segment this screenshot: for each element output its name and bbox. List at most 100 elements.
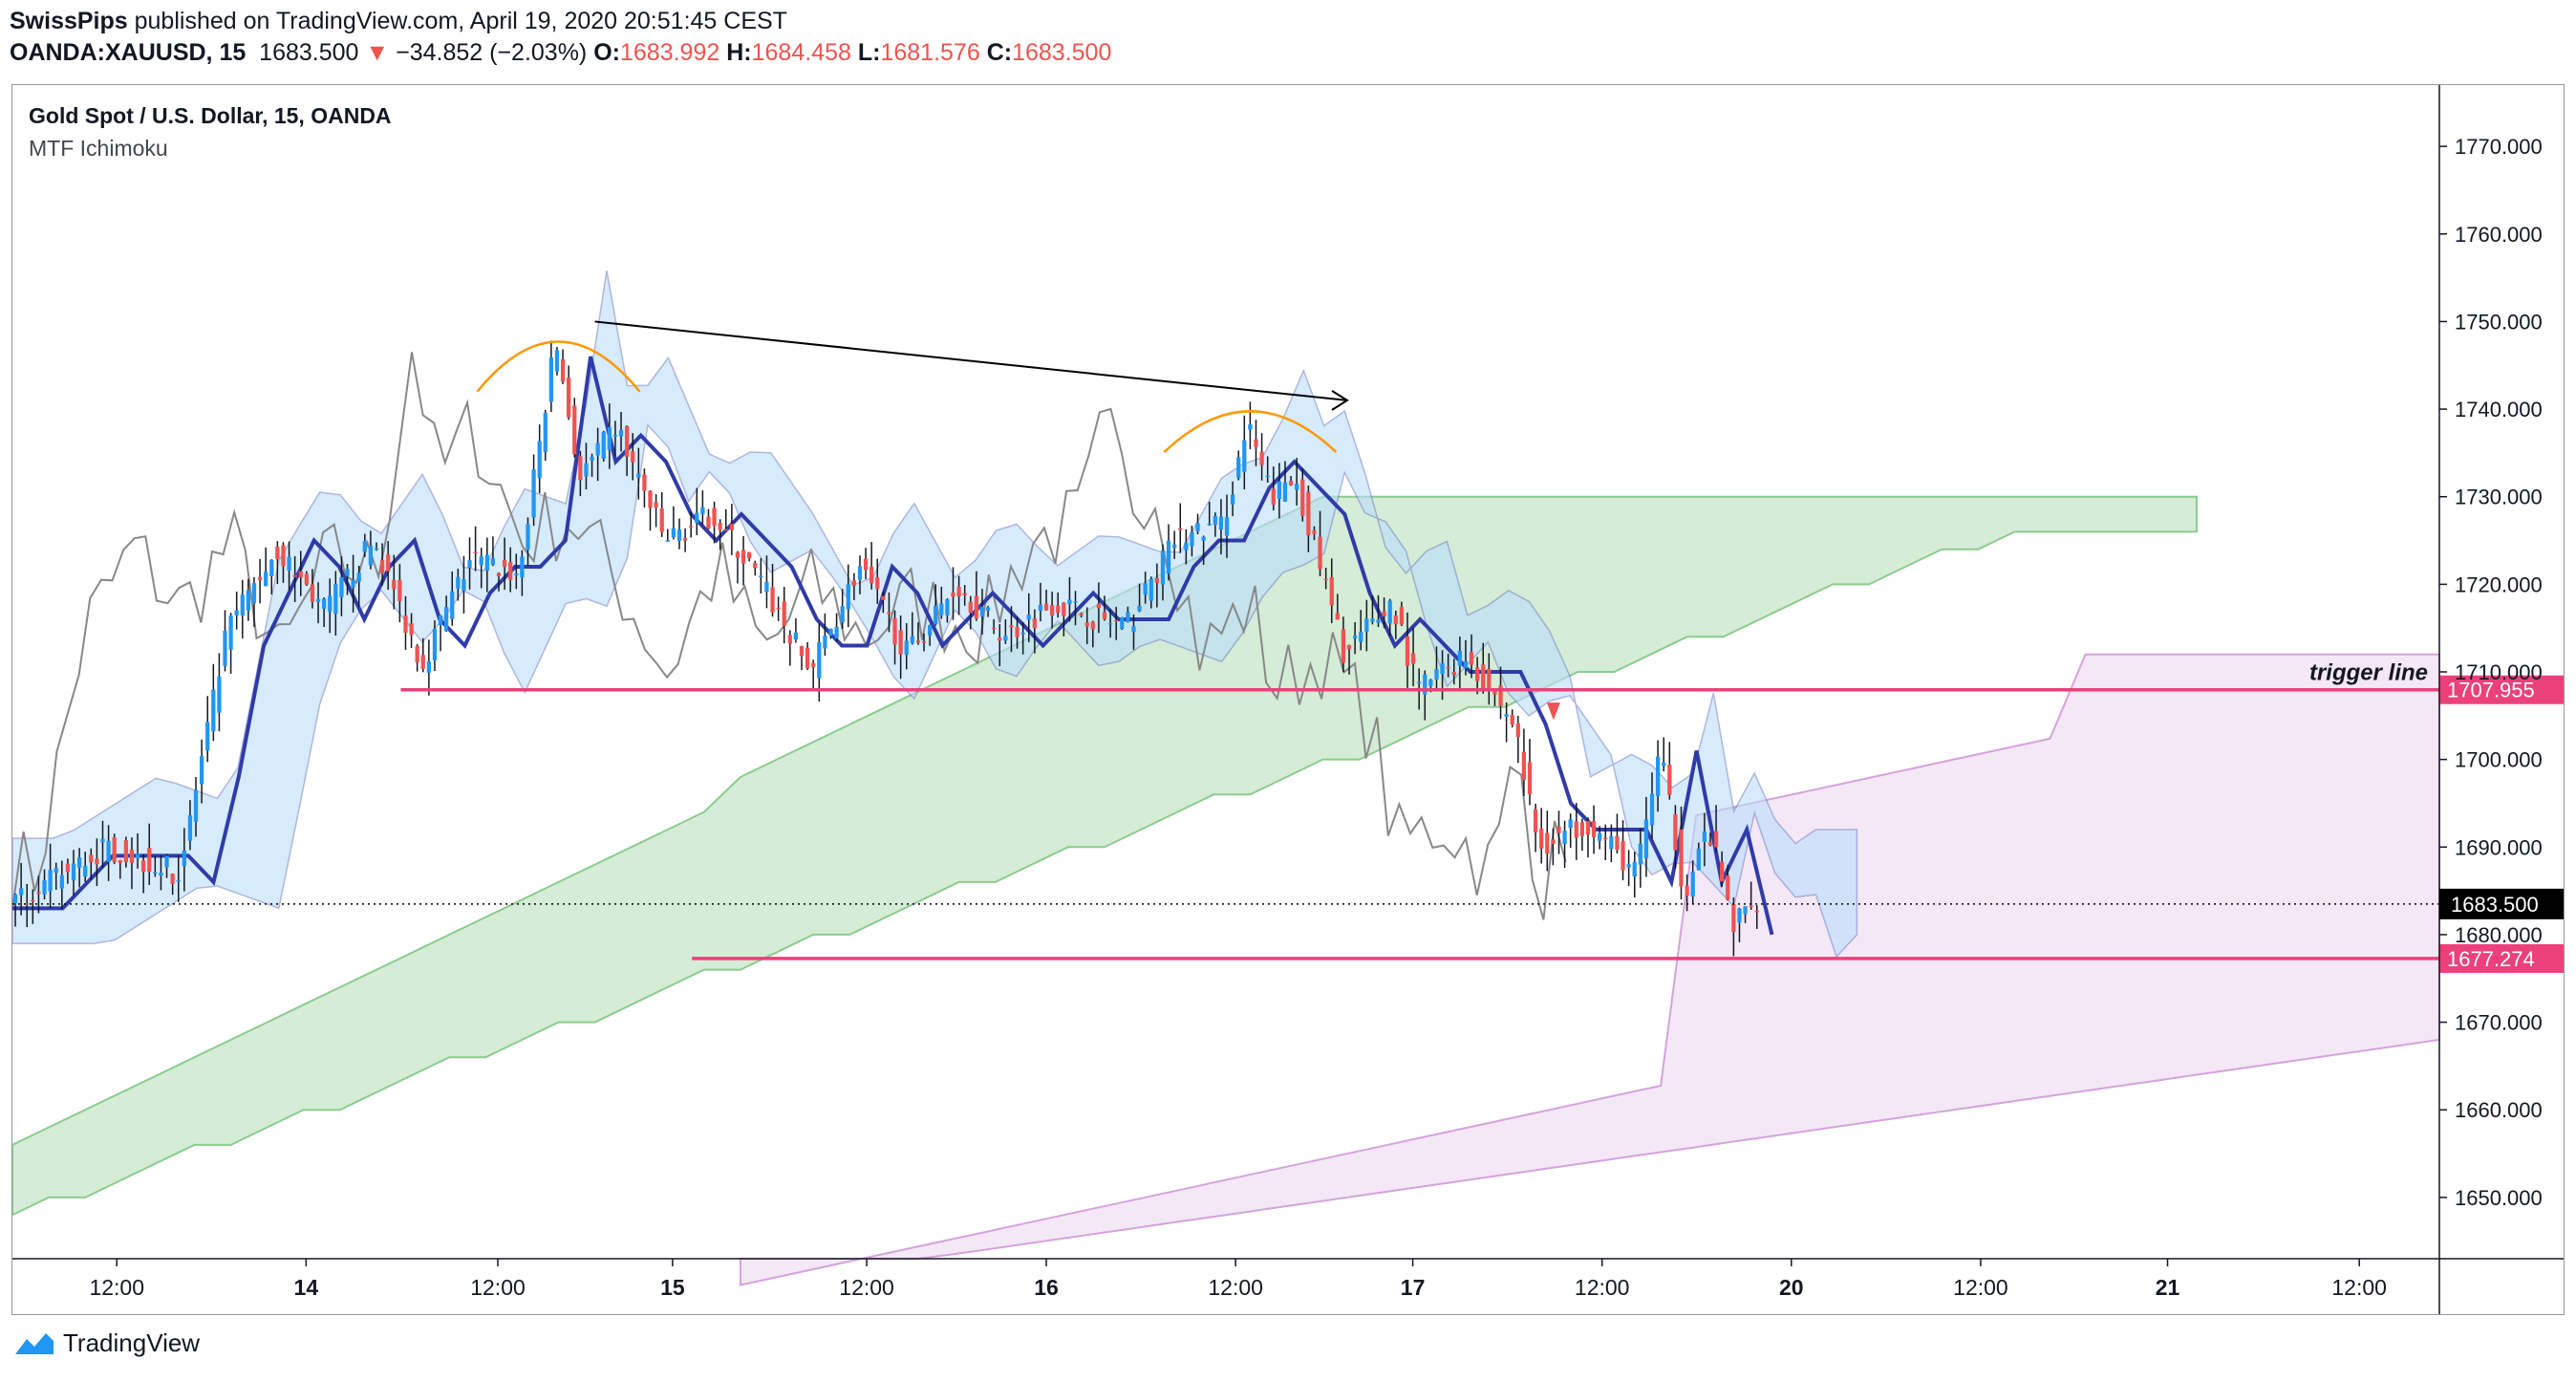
candle-body (1685, 885, 1689, 896)
y-tick-label: 1710.000 (2455, 660, 2543, 684)
candle-body (560, 358, 566, 382)
candle-body (456, 576, 461, 589)
chart-canvas[interactable]: trigger line 1707.955 1677.274 1650.000 166… (12, 85, 2564, 1314)
candle-body (682, 538, 688, 541)
x-tick-label: 21 (2156, 1275, 2180, 1300)
chart-frame[interactable]: trigger line 1707.955 1677.274 1650.000 166… (11, 84, 2565, 1315)
x-tick-label: 15 (660, 1275, 685, 1300)
candle-body (857, 566, 863, 580)
footer[interactable]: TradingView (11, 1328, 200, 1358)
candle-body (1655, 756, 1661, 796)
candle-body (846, 584, 850, 610)
candle-body (1515, 723, 1520, 738)
candle-body (1446, 666, 1450, 669)
candle-body (462, 579, 466, 591)
candle-body (1713, 831, 1719, 848)
candle-body (298, 571, 303, 578)
candle-body (1248, 423, 1253, 430)
candle-body (1120, 616, 1125, 629)
candle-body (1487, 668, 1492, 691)
candle-body (223, 631, 227, 666)
candle-body (1603, 837, 1608, 840)
candle-body (450, 591, 455, 619)
candle-body (251, 583, 257, 604)
candle-body (735, 551, 741, 558)
candle-body (631, 451, 635, 463)
candle-body (147, 848, 152, 872)
y-tick-label: 1670.000 (2455, 1011, 2543, 1035)
chart-legend: Gold Spot / U.S. Dollar, 15, OANDA MTF I… (29, 99, 392, 164)
candle-body (205, 722, 210, 751)
last-price-label: 1683.500 (2451, 893, 2539, 917)
candle-body (1696, 848, 1701, 871)
candle-body (1352, 636, 1358, 639)
candle-body (1056, 605, 1061, 614)
candle-body (1579, 822, 1585, 836)
candle-body (927, 624, 933, 636)
candle-body (1632, 861, 1637, 877)
candle-body (787, 635, 792, 644)
candle-body (1318, 536, 1322, 570)
candle-body (292, 574, 297, 577)
candle-body (1649, 793, 1655, 826)
candle-body (753, 563, 758, 569)
candle-body (1667, 765, 1672, 795)
candle-body (240, 594, 245, 615)
candle-body (875, 577, 880, 590)
candle-body (1457, 650, 1462, 666)
candle-body (1148, 578, 1153, 601)
candle-body (1224, 517, 1230, 536)
candle-body (1288, 481, 1294, 486)
candle-body (118, 859, 122, 863)
candle-body (1062, 602, 1066, 616)
candle-body (1376, 619, 1381, 623)
candle-body (1335, 613, 1340, 620)
candle-body (1410, 653, 1416, 664)
candle-body (531, 469, 536, 518)
candle-body (36, 892, 41, 895)
candle-body (1201, 536, 1206, 541)
candle-body (1084, 622, 1089, 627)
close-value: 1683.500 (1012, 39, 1112, 66)
symbol-label[interactable]: OANDA:XAUUSD, 15 (10, 39, 247, 66)
candle-body (572, 405, 577, 455)
top-arc-left[interactable] (476, 340, 641, 393)
candle-body (689, 526, 694, 528)
candle-body (1405, 636, 1410, 666)
candle-body (1312, 530, 1317, 534)
candle-body (432, 628, 438, 660)
candle-body (467, 560, 472, 569)
candle-body (747, 551, 752, 559)
candle-body (1481, 664, 1486, 690)
candle-body (1393, 615, 1398, 625)
candle-body (1451, 671, 1456, 676)
y-tick-label: 1740.000 (2455, 398, 2543, 421)
candle-body (1306, 491, 1311, 536)
trigger-line-label: trigger line (2309, 660, 2428, 686)
trend-arrow[interactable] (594, 320, 1348, 401)
candle-body (1160, 551, 1166, 585)
candle-body (112, 837, 117, 862)
candle-body (654, 502, 658, 507)
candle-body (392, 580, 397, 590)
candle-body (1463, 660, 1469, 669)
publisher-name[interactable]: SwissPips (10, 8, 128, 34)
candle-body (992, 627, 997, 630)
candle-body (48, 870, 53, 892)
top-arc-right[interactable] (1163, 410, 1338, 453)
legend-title[interactable]: Gold Spot / U.S. Dollar, 15, OANDA (29, 103, 392, 128)
candle-body (508, 562, 513, 580)
candle-body (502, 559, 507, 568)
candle-body (1282, 482, 1288, 502)
candle-body (898, 630, 903, 655)
candle-body (910, 636, 914, 643)
last-price-tag (2439, 888, 2564, 919)
legend-indicator[interactable]: MTF Ichimoku (29, 136, 168, 161)
candle-body (1428, 680, 1433, 686)
candle-body (1662, 762, 1666, 767)
y-tick-label: 1680.000 (2455, 923, 2543, 947)
candle-body (817, 641, 822, 679)
candle-body (590, 456, 594, 461)
candle-body (100, 838, 105, 843)
candles (12, 340, 1759, 957)
